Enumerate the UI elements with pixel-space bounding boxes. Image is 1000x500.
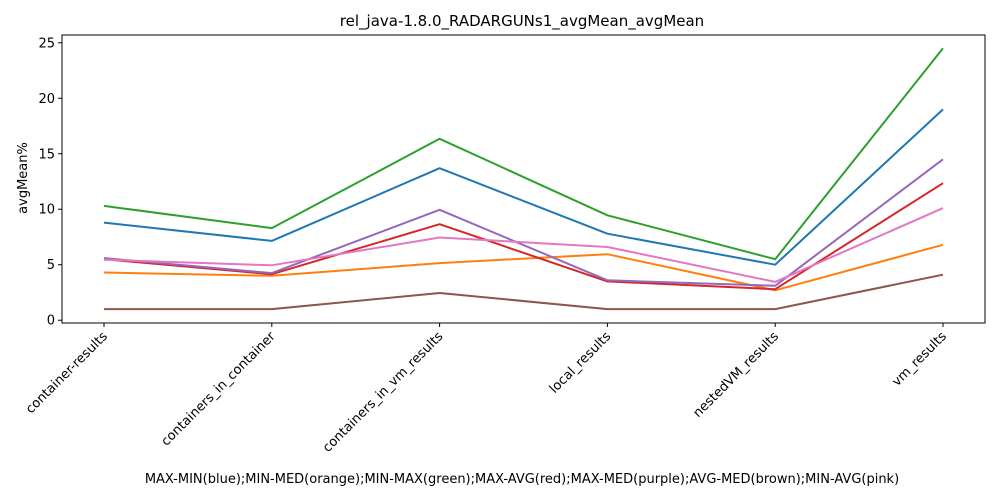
x-tick-label-5: vm_results [889,329,950,390]
x-tick-label-0: container-results [23,329,111,417]
y-tick-label-4: 20 [38,92,55,107]
series-line-0 [103,108,944,266]
plot-frame [61,34,986,324]
y-tick-label-3: 15 [38,147,55,162]
y-tick-label-5: 25 [38,36,55,51]
x-tick-label-2: containers_in_vm_results [320,329,446,455]
x-tick-label-1: containers_in_container [159,329,280,450]
series-line-3 [103,182,944,291]
y-tick-label-0: 0 [47,314,55,329]
y-tick-label-1: 5 [47,258,55,273]
x-axis-label: MAX-MIN(blue);MIN-MED(orange);MIN-MAX(gr… [145,472,899,487]
plot-area: 0 5 10 15 20 25 container-results containers_in… [23,34,986,456]
series-line-6 [103,207,944,283]
x-tick-label-3: local_results [547,329,615,397]
x-tick-label-4: nestedVM_results [690,329,782,421]
series-line-2 [103,47,944,261]
series-line-4 [103,158,944,287]
y-axis-label: avgMean% [16,142,31,214]
series-line-5 [104,273,944,311]
series-line-1 [103,243,944,292]
y-tick-label-2: 10 [38,203,55,218]
chart-title: rel_java-1.8.0_RADARGUNs1_avgMean_avgMea… [340,12,704,31]
